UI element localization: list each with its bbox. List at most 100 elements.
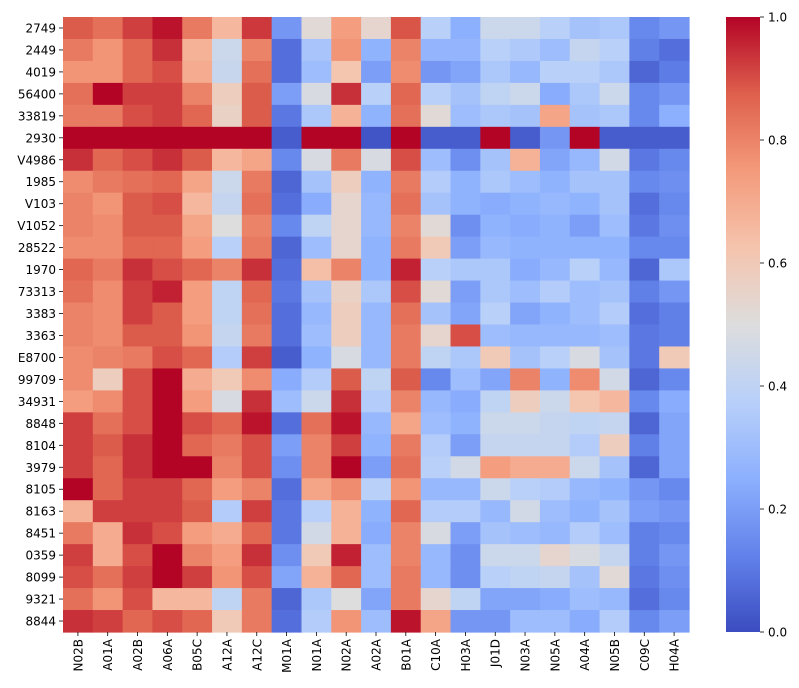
heatmap-cell-1985-N05A [539,170,571,194]
heatmap-cell-8104-A01A [92,434,124,457]
heatmap-cell-8848-A01A [92,412,124,435]
heatmap-cell-99709-A12A [212,368,243,391]
heatmap-cell-V4986-N02A [331,148,362,172]
heatmap-cell-0359-N05A [539,544,571,567]
heatmap-cell-8848-N01A [301,412,332,435]
heatmap-cell-3383-N05B [599,302,630,326]
heatmap-cell-8451-J01D [480,522,511,545]
heatmap-cell-33819-N03A [510,104,541,128]
heatmap-cell-0359-C10A [420,544,452,567]
y-tick-label-3363: 3363 [25,329,56,343]
heatmap-cell-8848-H04A [659,412,690,435]
heatmap-cell-3383-H04A [659,302,690,326]
heatmap-cell-34931-N05B [599,390,630,413]
heatmap-cell-8163-A12C [241,500,273,523]
heatmap-cell-2749-N05B [599,17,630,40]
heatmap-cell-V103-A12C [241,192,273,216]
heatmap-cell-28522-N02B [63,236,94,260]
heatmap-cell-3383-N03A [510,302,541,326]
heatmap-cell-33819-C09C [629,104,660,128]
heatmap-cell-2449-H03A [450,38,481,62]
heatmap-cell-8848-N05B [599,412,630,435]
heatmap-cell-8104-N05B [599,434,630,457]
heatmap-cell-3363-C09C [629,324,660,348]
heatmap-cell-V4986-A06A [152,148,183,172]
heatmap-cell-0359-A01A [92,544,124,567]
heatmap-cell-8451-M01A [271,522,303,545]
heatmap-cell-2749-A04A [569,17,601,40]
heatmap-cell-99709-N02A [331,368,362,391]
heatmap-cell-8848-A04A [569,412,601,435]
heatmap-cell-1970-A02B [122,258,154,282]
x-tick-label-N05A: N05A [548,638,562,671]
heatmap-cell-4019-N05B [599,60,630,84]
heatmap-cell-E8700-A01A [92,346,124,370]
y-tick-label-8451: 8451 [25,527,56,541]
heatmap-cell-1985-B05C [182,170,213,194]
heatmap-cell-3363-N02A [331,324,362,348]
heatmap-cell-8848-C10A [420,412,452,435]
heatmap-cell-8099-N01A [301,566,332,589]
heatmap-cell-2449-B01A [390,38,422,62]
heatmap-cell-V4986-H04A [659,148,690,172]
heatmap-cell-V1052-N03A [510,214,541,238]
heatmap-cell-1985-N05B [599,170,630,194]
heatmap-cell-33819-B01A [390,104,422,128]
heatmap-cell-8099-H03A [450,566,481,589]
heatmap-cell-28522-B01A [390,236,422,260]
heatmap-cell-4019-A02A [361,60,392,84]
heatmap-cell-56400-A02A [361,82,392,106]
heatmap-cell-8105-N03A [510,478,541,501]
heatmap-cell-4019-A06A [152,60,183,84]
heatmap-cell-56400-H03A [450,82,481,106]
heatmap-cell-1985-A12A [212,170,243,194]
heatmap-cell-8163-A12A [212,500,243,523]
heatmap-cell-8104-N01A [301,434,332,457]
heatmap-cell-4019-H04A [659,60,690,84]
heatmap-cell-73313-J01D [480,280,511,304]
heatmap-cell-0359-J01D [480,544,511,567]
heatmap-cell-8104-C10A [420,434,452,457]
heatmap-cell-V4986-A02A [361,148,392,172]
heatmap-cell-0359-A04A [569,544,601,567]
heatmap-cell-2930-H03A [450,126,481,150]
heatmap-cell-4019-A12A [212,60,243,84]
heatmap-cell-8848-C09C [629,412,660,435]
heatmap-cell-2749-A12C [241,17,273,40]
heatmap-cell-8104-B01A [390,434,422,457]
heatmap-cell-3383-A02B [122,302,154,326]
heatmap-cell-2449-N05A [539,38,571,62]
heatmap-cell-73313-H03A [450,280,481,304]
heatmap-cell-V4986-N01A [301,148,332,172]
heatmap-cell-E8700-N02B [63,346,94,370]
heatmap-cell-4019-A12C [241,60,273,84]
heatmap-cell-V103-M01A [271,192,303,216]
heatmap-cell-28522-A02B [122,236,154,260]
heatmap-cell-34931-N02A [331,390,362,413]
heatmap-cell-E8700-A12C [241,346,273,370]
heatmap-cell-8104-N05A [539,434,571,457]
heatmap-cell-8451-A12A [212,522,243,545]
heatmap-cell-99709-A06A [152,368,183,391]
heatmap-cell-V4986-N02B [63,148,94,172]
heatmap-cell-2930-A06A [152,126,183,150]
heatmap-cell-3979-N03A [510,456,541,479]
heatmap-cell-2930-A12A [212,126,243,150]
heatmap-cell-8844-N03A [510,610,541,633]
heatmap-cell-8844-A12C [241,610,273,633]
heatmap-cell-1970-M01A [271,258,303,282]
y-tick-label-2930: 2930 [25,131,56,145]
heatmap-cell-3979-H03A [450,456,481,479]
heatmap-cell-E8700-C09C [629,346,660,370]
heatmap-cell-56400-N03A [510,82,541,106]
heatmap-cell-73313-C09C [629,280,660,304]
heatmap-cell-2449-A12C [241,38,273,62]
heatmap-cell-2749-A01A [92,17,124,40]
x-axis-ticks: N02B A01A A02B A06A B05C A12A A12C M01A N01A N02A… [71,632,682,673]
heatmap-cell-V103-N02A [331,192,362,216]
heatmap-cell-8105-C09C [629,478,660,501]
heatmap-cell-56400-B01A [390,82,422,106]
heatmap-cell-99709-B05C [182,368,213,391]
heatmap-cell-99709-A12C [241,368,273,391]
heatmap-cell-99709-M01A [271,368,303,391]
